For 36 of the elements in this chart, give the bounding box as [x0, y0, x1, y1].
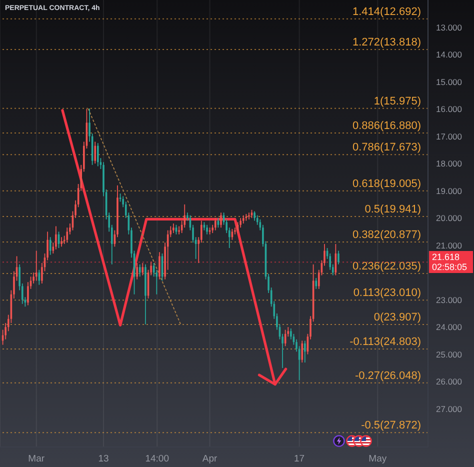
ref-line-label: 0.786(17.673) — [352, 142, 421, 154]
y-tick-label: 19.000 — [436, 186, 462, 196]
x-tick-label: May — [368, 454, 387, 465]
y-tick-label: 14.000 — [436, 50, 462, 60]
x-tick-label: 17 — [294, 454, 305, 465]
y-tick-label: 15.000 — [436, 76, 462, 87]
text: 02:58:05 — [432, 262, 468, 272]
y-tick-label: 17.000 — [436, 131, 462, 142]
y-tick-label: 16.000 — [436, 104, 462, 114]
x-tick-label: Apr — [202, 454, 218, 465]
text: 21.618 — [432, 252, 461, 262]
ref-line-label: -0.5(27.872) — [361, 420, 421, 432]
y-tick-label: 24.000 — [436, 322, 462, 332]
ref-line-label: 0.382(20.877) — [352, 228, 421, 241]
y-tick-label: 23.000 — [436, 294, 462, 305]
ref-line-label: 0.618(19.005) — [352, 178, 421, 190]
ref-line-label: 1.414(12.692) — [352, 6, 421, 18]
ref-line-label: -0.113(24.803) — [350, 336, 421, 348]
ref-line-label: 0.886(16.880) — [352, 120, 421, 132]
x-tick-label: Mar — [28, 454, 45, 465]
ref-line-label: 0(23.907) — [374, 312, 421, 324]
ref-line-label: 1(15.975) — [374, 95, 421, 108]
y-tick-label: 13.000 — [436, 22, 462, 32]
y-tick-label: 25.000 — [436, 349, 462, 360]
y-tick-label: 21.000 — [436, 240, 462, 250]
x-tick-label: 14:00 — [145, 454, 170, 465]
y-tick-label: 18.000 — [436, 158, 462, 169]
ref-line-label: 0.5(19.941) — [364, 203, 421, 216]
ref-line-label: 0.236(22.035) — [352, 260, 421, 273]
x-tick-label: 13 — [98, 454, 109, 465]
y-tick-label: 20.000 — [436, 213, 462, 224]
ref-line-label: -0.27(26.048) — [354, 370, 421, 382]
ref-line-label: 1.272(13.818) — [352, 36, 421, 49]
y-tick-label: 26.000 — [436, 376, 462, 387]
ref-line-label: 0.113(23.010) — [353, 287, 421, 300]
y-tick-label: 27.000 — [436, 404, 462, 414]
